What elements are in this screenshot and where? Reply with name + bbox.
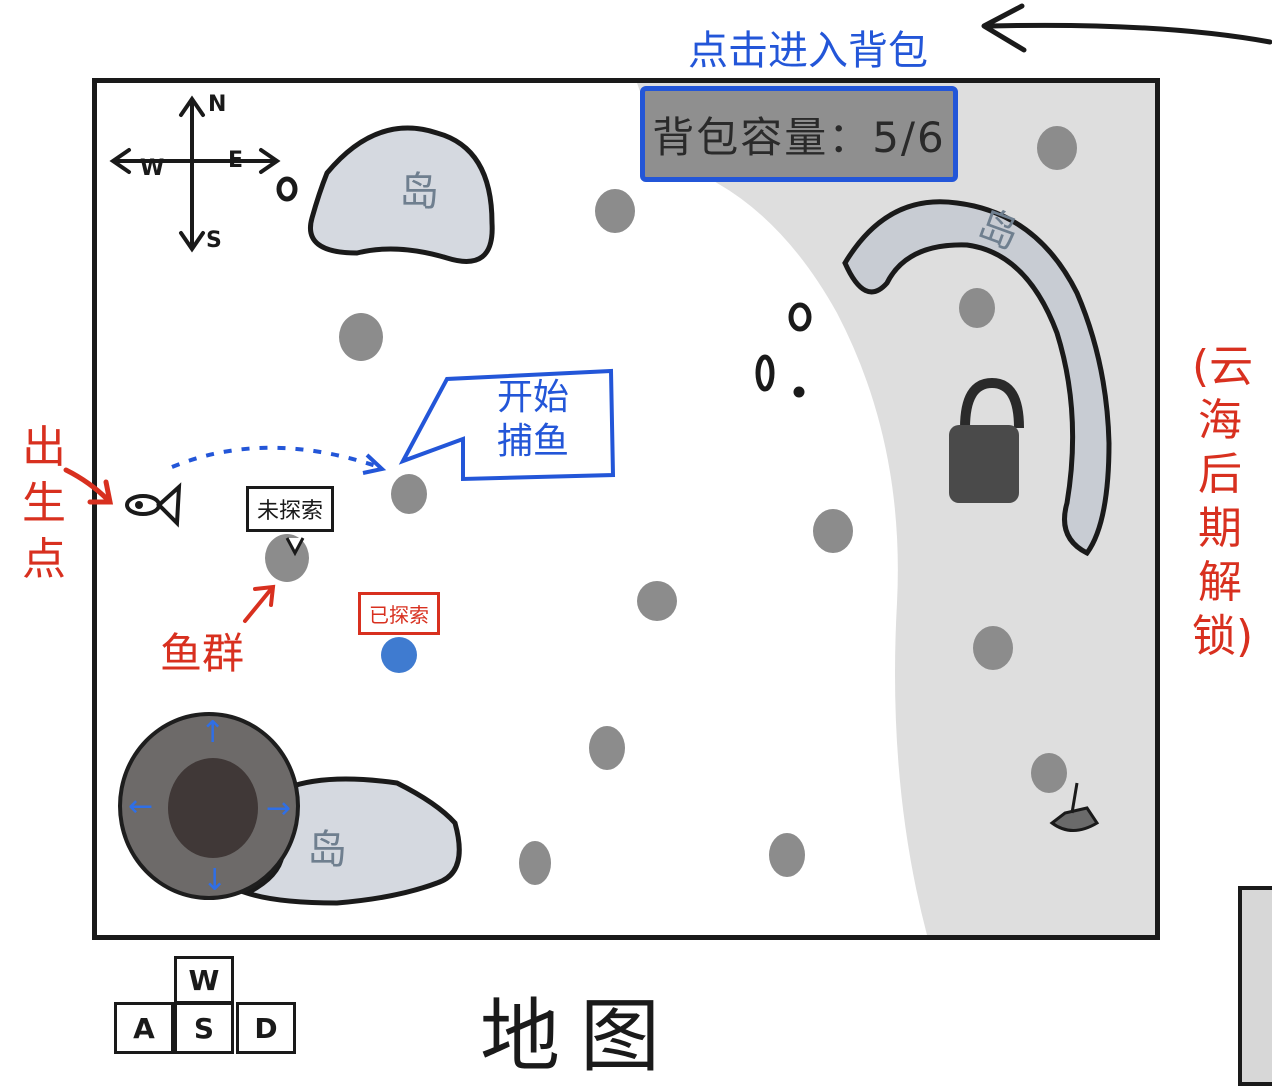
joystick-left-arrow-icon: ← <box>128 789 154 824</box>
start-fishing-line1: 开始 <box>496 377 569 418</box>
side-panel <box>1238 886 1272 1086</box>
cloud-puffs <box>276 176 812 398</box>
explored-tag: 已探索 <box>358 592 440 635</box>
pointer-arrow-icon <box>981 3 1272 53</box>
spawn-boat-icon <box>125 482 182 528</box>
spawn-label: 出生点 <box>22 422 66 585</box>
joystick-down-arrow-icon: ↓ <box>202 863 228 898</box>
island-right <box>842 199 1112 557</box>
unlock-note: (云海后期解锁) <box>1192 341 1254 662</box>
key-d[interactable]: D <box>236 1002 296 1054</box>
joystick-right-arrow-icon: → <box>266 791 292 826</box>
island-top <box>308 125 495 264</box>
explored-fish-spot <box>381 637 417 673</box>
fish-spot <box>769 833 805 877</box>
fish-spot <box>637 581 677 621</box>
fish-spot <box>339 313 383 361</box>
compass-icon <box>109 95 281 253</box>
compass-n: N <box>208 92 227 117</box>
fish-spot <box>519 841 551 885</box>
cloud-sea-region <box>637 83 1155 935</box>
start-fishing-button[interactable]: 开始 捕鱼 <box>456 367 610 473</box>
compass-s: S <box>206 228 222 253</box>
fish-spot <box>959 288 995 328</box>
key-s[interactable]: S <box>174 1002 234 1054</box>
key-a[interactable]: A <box>114 1002 174 1054</box>
map-title: 地图 <box>480 990 680 1083</box>
compass-e: E <box>228 148 244 173</box>
start-fishing-line2: 捕鱼 <box>496 421 569 462</box>
joystick[interactable]: ↑ ↓ ← → <box>118 712 300 900</box>
fish-spot <box>595 189 635 233</box>
backpack-button[interactable]: 背包容量：5/6 <box>640 86 958 182</box>
backpack-capacity: 背包容量：5/6 <box>652 112 946 162</box>
fish-spot <box>391 474 427 514</box>
key-w[interactable]: W <box>174 956 234 1004</box>
joystick-up-arrow-icon: ↑ <box>200 715 226 750</box>
fish-spot <box>813 509 853 553</box>
island-bottom-label: 岛 <box>307 827 347 873</box>
unexplored-tag: 未探索 <box>246 486 335 532</box>
backpack-hint: 点击进入背包 <box>688 28 928 74</box>
fish-spot <box>973 626 1013 670</box>
fishing-callout <box>398 368 616 482</box>
boat-icon <box>1049 782 1100 832</box>
lock-icon <box>949 377 1024 503</box>
fish-spot <box>589 726 625 770</box>
fish-spot <box>1031 753 1067 793</box>
joystick-knob[interactable] <box>168 758 258 858</box>
map-canvas: 岛 岛 岛 <box>109 83 1155 935</box>
fish-school-label: 鱼群 <box>160 629 245 678</box>
fish-spots <box>265 126 1077 885</box>
spawn-arrow-icon <box>63 467 114 505</box>
island-top-label: 岛 <box>399 169 439 215</box>
compass-w: W <box>140 156 165 181</box>
route-dotted <box>171 445 383 470</box>
fish-school-arrow-icon <box>243 586 274 623</box>
fish-spot <box>1037 126 1077 170</box>
island-bottom <box>240 776 462 906</box>
